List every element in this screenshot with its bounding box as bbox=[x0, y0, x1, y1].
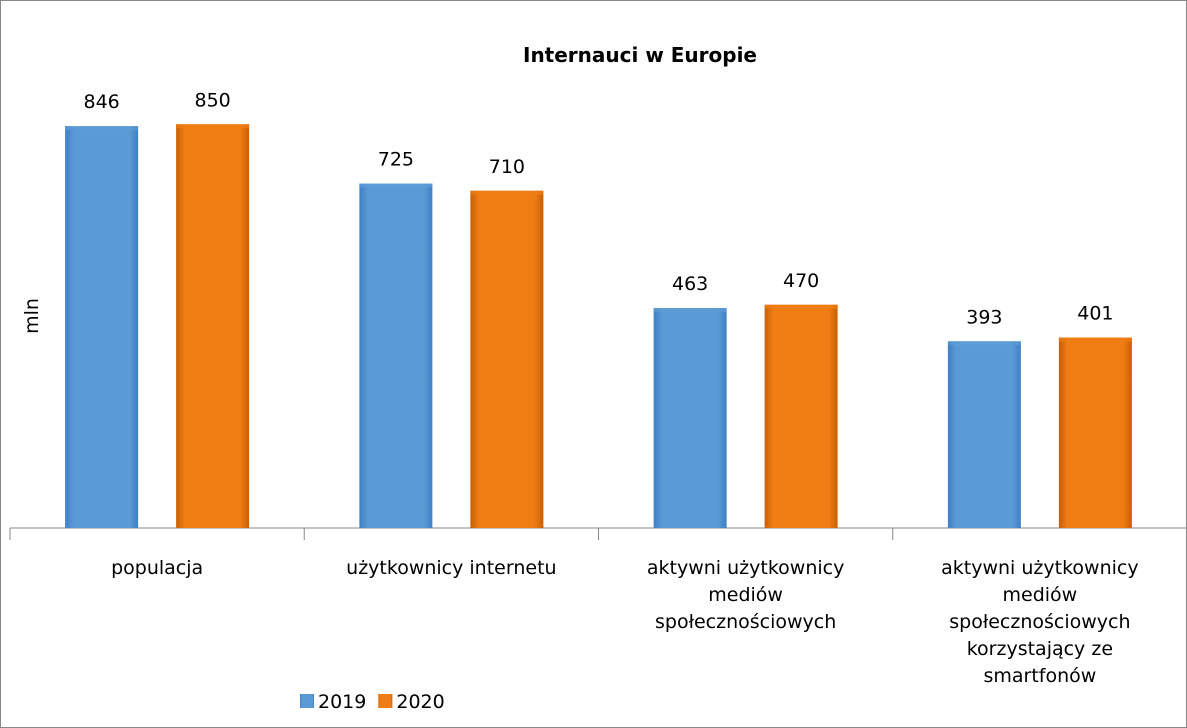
bar bbox=[764, 304, 838, 528]
bar-top bbox=[65, 126, 139, 131]
bar-top bbox=[764, 304, 838, 309]
bar-top bbox=[470, 190, 544, 195]
data-label: 846 bbox=[83, 91, 119, 113]
data-label: 710 bbox=[489, 156, 525, 178]
bar bbox=[176, 124, 250, 528]
data-label: 401 bbox=[1077, 303, 1113, 325]
bar bbox=[653, 308, 727, 528]
data-label: 463 bbox=[672, 273, 708, 295]
bar-top bbox=[359, 183, 433, 188]
bar bbox=[947, 341, 1021, 528]
bar bbox=[359, 183, 433, 528]
bar-top bbox=[653, 308, 727, 313]
bar-top bbox=[176, 124, 250, 129]
data-label: 393 bbox=[966, 306, 1002, 328]
x-tick-label: użytkownicy internetu bbox=[346, 557, 557, 579]
data-label: 470 bbox=[783, 270, 819, 292]
legend-label: 2020 bbox=[396, 691, 444, 713]
x-tick-label: aktywni użytkownicy mediów społecznościo… bbox=[646, 557, 845, 633]
y-axis-label: mln bbox=[21, 298, 43, 334]
legend-swatch bbox=[378, 694, 393, 708]
bar bbox=[65, 126, 139, 529]
x-tick-label: aktywni użytkownicy mediów społecznościo… bbox=[941, 557, 1139, 687]
bar bbox=[470, 190, 544, 528]
bar-top bbox=[1058, 337, 1132, 342]
data-label: 850 bbox=[194, 89, 230, 111]
chart-title: Internauci w Europie bbox=[523, 43, 757, 67]
bar-top bbox=[947, 341, 1021, 346]
data-label: 725 bbox=[378, 149, 414, 171]
legend-swatch bbox=[300, 694, 314, 708]
x-tick-label: populacja bbox=[111, 557, 204, 579]
bar bbox=[1058, 337, 1132, 528]
legend-label: 2019 bbox=[318, 691, 366, 713]
